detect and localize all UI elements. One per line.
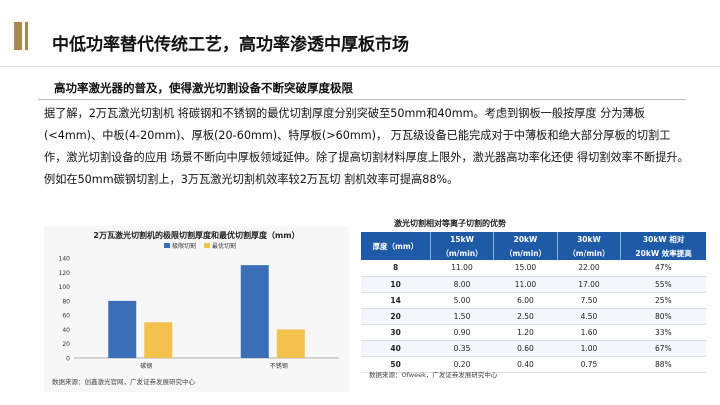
table-row: 14 5.00 6.00 7.50 25% [361,292,706,309]
table-title: 激光切割相对等离子切割的优势 [394,219,506,228]
table-cell: 6.00 [493,292,558,309]
x-tick-label: 不锈钢 [270,362,288,370]
chart-title: 2万瓦激光切割机的极限切割厚度和最优切割厚度（mm） [93,231,300,240]
thickness-cell: 40 [361,340,431,357]
thickness-cell: 50 [361,356,431,373]
legend-label: 极限切割 [172,242,196,250]
table-row: 40 0.35 0.60 1.00 67% [361,340,706,357]
subtitle-divider [38,99,686,100]
table-row: 50 0.20 0.40 0.75 88% [361,356,706,373]
table-cell: 1.60 [557,324,621,341]
table-header-subcell: （m/min） [557,246,622,260]
table-cell: 2.50 [493,308,558,325]
y-tick-label: 120 [59,270,71,277]
title-accent-bar-thin [25,22,28,50]
table-cell: 67% [620,340,706,357]
legend-swatch [164,243,170,248]
table-cell: 1.00 [557,340,621,357]
table-cell: 88% [620,356,706,373]
table-cell: 8.00 [430,276,494,293]
bar [276,329,305,358]
table-header-cell: 15kW [430,232,495,246]
section-subtitle: 高功率激光器的普及，使得激光切割设备不断突破厚度极限 [54,81,353,95]
body-paragraph: 据了解，2万瓦激光切割机 将碳钢和不锈钢的最优切割厚度分别突破至50mm和40m… [44,107,689,186]
page-title: 中低功率替代传统工艺，高功率渗透中厚板市场 [52,35,409,55]
y-tick-label: 80 [62,298,70,305]
comparison-table: 厚度（mm） 15kW 20kW 30kW 30kW 相对 （m/min） （m/min）（… [361,232,706,373]
table-row: 8 11.00 15.00 22.00 47% [361,260,706,277]
table-header-cell: 厚度（mm） [361,232,431,260]
table-cell: 33% [620,324,706,341]
table-cell: 25% [620,292,706,309]
table-cell: 0.40 [493,356,558,373]
table-cell: 5.00 [430,292,494,309]
legend-label: 最优切割 [212,242,236,250]
table-cell: 80% [620,308,706,325]
table-cell: 47% [620,260,706,277]
table-header-subcell: （m/min） [430,246,495,260]
table-cell: 11.00 [430,260,494,277]
table-cell: 17.00 [557,276,621,293]
table-cell: 55% [620,276,706,293]
table-cell: 4.50 [557,308,621,325]
table-cell: 1.50 [430,308,494,325]
table-source: 数据来源：Ofweek，广发证券发展研究中心 [369,371,498,379]
bar [240,265,269,358]
thickness-cell: 20 [361,308,431,325]
table-cell: 0.75 [557,356,621,373]
table-cell: 7.50 [557,292,621,309]
table-cell: 0.35 [430,340,494,357]
table-header-subcell: （m/min） [493,246,558,260]
bar [108,300,137,358]
y-tick-label: 0 [66,356,70,363]
header-divider [0,66,720,67]
thickness-cell: 30 [361,324,431,341]
table-header-cell: 30kW 相对 [620,232,706,246]
table-cell: 11.00 [493,276,558,293]
y-tick-label: 40 [62,327,70,334]
table-header-cell: 20kW [493,232,558,246]
table-cell: 0.90 [430,324,494,341]
table-cell: 22.00 [557,260,621,277]
table-cell: 0.60 [493,340,558,357]
y-tick-label: 20 [62,341,70,348]
title-accent-bar [14,22,22,50]
legend-swatch [204,243,210,248]
table-cell: 15.00 [493,260,558,277]
thickness-cell: 8 [361,260,431,277]
chart-source: 数据来源：创鑫激光官网，广发证券发展研究中心 [52,378,195,386]
table-header-cell: 30kW [557,232,622,246]
thickness-cell: 10 [361,276,431,293]
bar [144,322,173,358]
y-tick-label: 100 [59,284,71,291]
y-tick-label: 60 [62,313,70,320]
table-row: 30 0.90 1.20 1.60 33% [361,324,706,341]
table-cell: 1.20 [493,324,558,341]
table-cell: 0.20 [430,356,494,373]
thickness-cell: 14 [361,292,431,309]
table-header-subcell: 20kW 效率提高 [620,246,706,260]
table-row: 20 1.50 2.50 4.50 80% [361,308,706,325]
x-tick-label: 碳钢 [140,362,152,370]
y-tick-label: 140 [59,256,71,263]
bar-chart-panel: 2万瓦激光切割机的极限切割厚度和最优切割厚度（mm） 0 20 40 60 80 100 1… [44,226,349,392]
table-row: 10 8.00 11.00 17.00 55% [361,276,706,293]
